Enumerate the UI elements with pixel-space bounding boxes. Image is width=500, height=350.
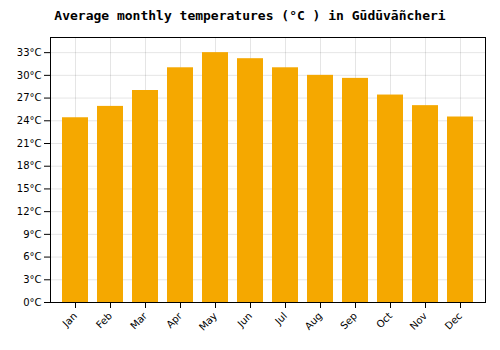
svg-text:30°C: 30°C [17, 70, 42, 81]
svg-text:Jan: Jan [60, 310, 79, 329]
svg-text:Aug: Aug [303, 310, 325, 332]
svg-text:33°C: 33°C [17, 47, 42, 58]
svg-text:9°C: 9°C [23, 229, 41, 240]
svg-text:Oct: Oct [374, 310, 394, 330]
svg-text:Nov: Nov [408, 310, 430, 332]
svg-text:0°C: 0°C [23, 297, 41, 308]
svg-text:27°C: 27°C [17, 92, 42, 103]
html-text:Average monthly temperatures (: Average monthly temperatures (°C ) in Gū… [54, 8, 446, 23]
svg-text:Jun: Jun [235, 310, 255, 330]
svg-text:Dec: Dec [443, 310, 464, 331]
svg-text:15°C: 15°C [17, 183, 42, 194]
svg-text:6°C: 6°C [23, 251, 41, 262]
svg-text:Mar: Mar [128, 310, 150, 332]
svg-text:24°C: 24°C [17, 115, 42, 126]
svg-text:Feb: Feb [94, 310, 114, 330]
svg-text:18°C: 18°C [17, 160, 42, 171]
svg-text:Sep: Sep [338, 310, 359, 331]
svg-text:12°C: 12°C [17, 206, 42, 217]
svg-text:Jul: Jul [272, 310, 289, 327]
svg-text:3°C: 3°C [23, 274, 41, 285]
svg-text:21°C: 21°C [17, 138, 42, 149]
svg-text:May: May [197, 310, 219, 332]
svg-text:Apr: Apr [164, 310, 185, 331]
